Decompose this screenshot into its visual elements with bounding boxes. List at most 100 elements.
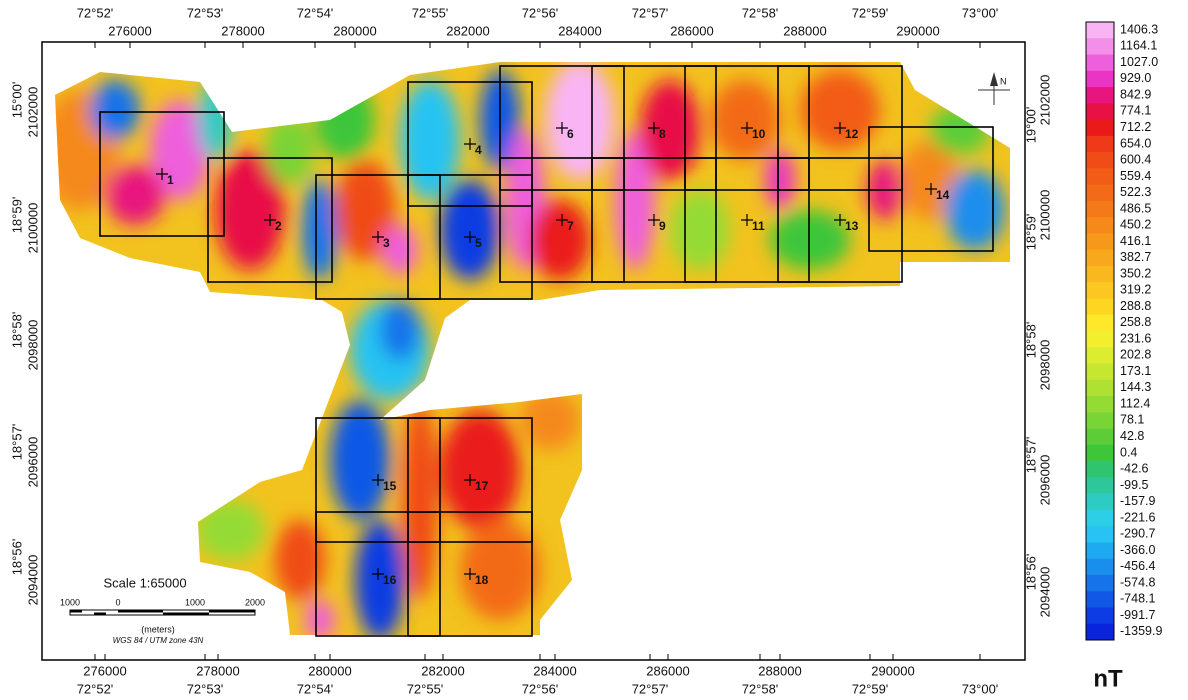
colorbar-swatch [1086,396,1114,413]
colorbar-swatch [1086,201,1114,218]
right-utm-label: 2102000 [1037,75,1052,126]
bottom-utm-label: 276000 [83,663,126,678]
colorbar-swatch [1086,298,1114,315]
colorbar-label: 600.4 [1120,153,1151,167]
colorbar-label: 258.8 [1120,315,1151,329]
colorbar-label: 0.4 [1120,445,1137,459]
bottom-utm-label: 288000 [758,663,801,678]
top-longitude-label: 73°00' [962,5,999,20]
colorbar-swatch [1086,103,1114,120]
block-label: 11 [752,219,765,233]
bottom-longitude-label: 73°00' [962,681,999,696]
colorbar-swatch [1086,380,1114,397]
block-label: 9 [659,219,666,233]
colorbar-label: 112.4 [1120,396,1150,410]
colorbar-label: -1359.9 [1120,624,1162,638]
colorbar-swatch [1086,526,1114,543]
bottom-longitude-label: 72°58' [742,681,779,696]
scale-label: 0 [115,597,120,607]
block-label: 18 [475,573,489,587]
colorbar-label: 350.2 [1120,266,1151,280]
top-utm-label: 284000 [558,23,601,38]
colorbar-label: -366.0 [1120,543,1155,557]
colorbar-swatch [1086,168,1114,185]
bottom-utm-label: 284000 [533,663,576,678]
north-label: N [1000,76,1007,86]
colorbar-label: 173.1 [1120,364,1151,378]
top-longitude-label: 72°59' [852,5,889,20]
block-label: 8 [659,127,666,141]
colorbar-swatch [1086,510,1114,527]
colorbar-swatch [1086,542,1114,559]
colorbar-swatch [1086,315,1114,332]
colorbar-label: 144.3 [1120,380,1151,394]
colorbar-swatch [1086,461,1114,478]
scale-unit: (meters) [141,624,175,634]
colorbar-label: -221.6 [1120,510,1155,524]
colorbar-swatch [1086,250,1114,267]
bottom-longitude-label: 72°57' [632,681,669,696]
colorbar-label: -991.7 [1120,608,1155,622]
colorbar-label: 559.4 [1120,169,1151,183]
block-label: 3 [383,236,390,250]
colorbar-label: 42.8 [1120,429,1144,443]
block-label: 5 [475,236,482,250]
colorbar-label: -290.7 [1120,527,1155,541]
left-utm-label: 2102000 [25,87,40,138]
scale-label: 2000 [245,597,265,607]
block-label: 15 [383,479,397,493]
colorbar-label: 450.2 [1120,218,1151,232]
colorbar-swatch [1086,591,1114,608]
top-utm-label: 288000 [783,23,826,38]
left-utm-label: 2094000 [25,555,40,606]
colorbar-label: 774.1 [1120,104,1151,118]
bottom-utm-label: 280000 [308,663,351,678]
block-label: 1 [167,173,174,187]
map-figure: N Scale 1:65000 (meters) WGS 84 / UTM zo… [0,0,1188,700]
scale-label: 1000 [185,597,205,607]
colorbar-label: -748.1 [1120,592,1155,606]
right-latitude-label: 18°58' [1023,322,1038,359]
colorbar-swatch [1086,412,1114,429]
top-longitude-label: 72°53' [187,5,224,20]
top-utm-label: 290000 [896,23,939,38]
colorbar-swatch [1086,217,1114,234]
colorbar-swatch [1086,575,1114,592]
top-longitude-label: 72°54' [297,5,334,20]
block-label: 17 [475,479,489,493]
right-latitude-label: 18°56' [1023,554,1038,591]
bottom-utm-label: 286000 [646,663,689,678]
colorbar-swatch [1086,347,1114,364]
scale-label: 1000 [60,597,80,607]
bottom-longitude-label: 72°59' [852,681,889,696]
scale-datum: WGS 84 / UTM zone 43N [113,636,204,645]
block-label: 14 [936,188,950,202]
colorbar-swatch [1086,494,1114,511]
colorbar-swatch [1086,120,1114,137]
right-utm-label: 2098000 [1037,340,1052,391]
colorbar-label: 231.6 [1120,331,1151,345]
top-utm-label: 278000 [221,23,264,38]
bottom-utm-label: 290000 [871,663,914,678]
page: N Scale 1:65000 (meters) WGS 84 / UTM zo… [0,0,1188,700]
right-latitude-label: 18°59' [1023,214,1038,251]
left-latitude-label: 18°56' [9,539,24,576]
right-utm-label: 2096000 [1037,455,1052,506]
top-longitude-label: 72°58' [742,5,779,20]
colorbar-label: -157.9 [1120,494,1155,508]
colorbar-swatch [1086,364,1114,381]
colorbar-label: 486.5 [1120,201,1151,215]
colorbar-swatch [1086,445,1114,462]
block-label: 2 [275,219,282,233]
colorbar-swatch [1086,607,1114,624]
colorbar-swatch [1086,136,1114,153]
bottom-longitude-label: 72°55' [407,681,444,696]
colorbar-label: 1027.0 [1120,55,1158,69]
left-latitude-label: 15°00' [9,82,24,119]
colorbar-swatch [1086,185,1114,202]
colorbar-unit: nT [1093,665,1123,692]
block-label: 4 [475,143,482,157]
colorbar-label: 842.9 [1120,87,1151,101]
scale-title: Scale 1:65000 [103,575,186,590]
block-label: 6 [567,127,574,141]
